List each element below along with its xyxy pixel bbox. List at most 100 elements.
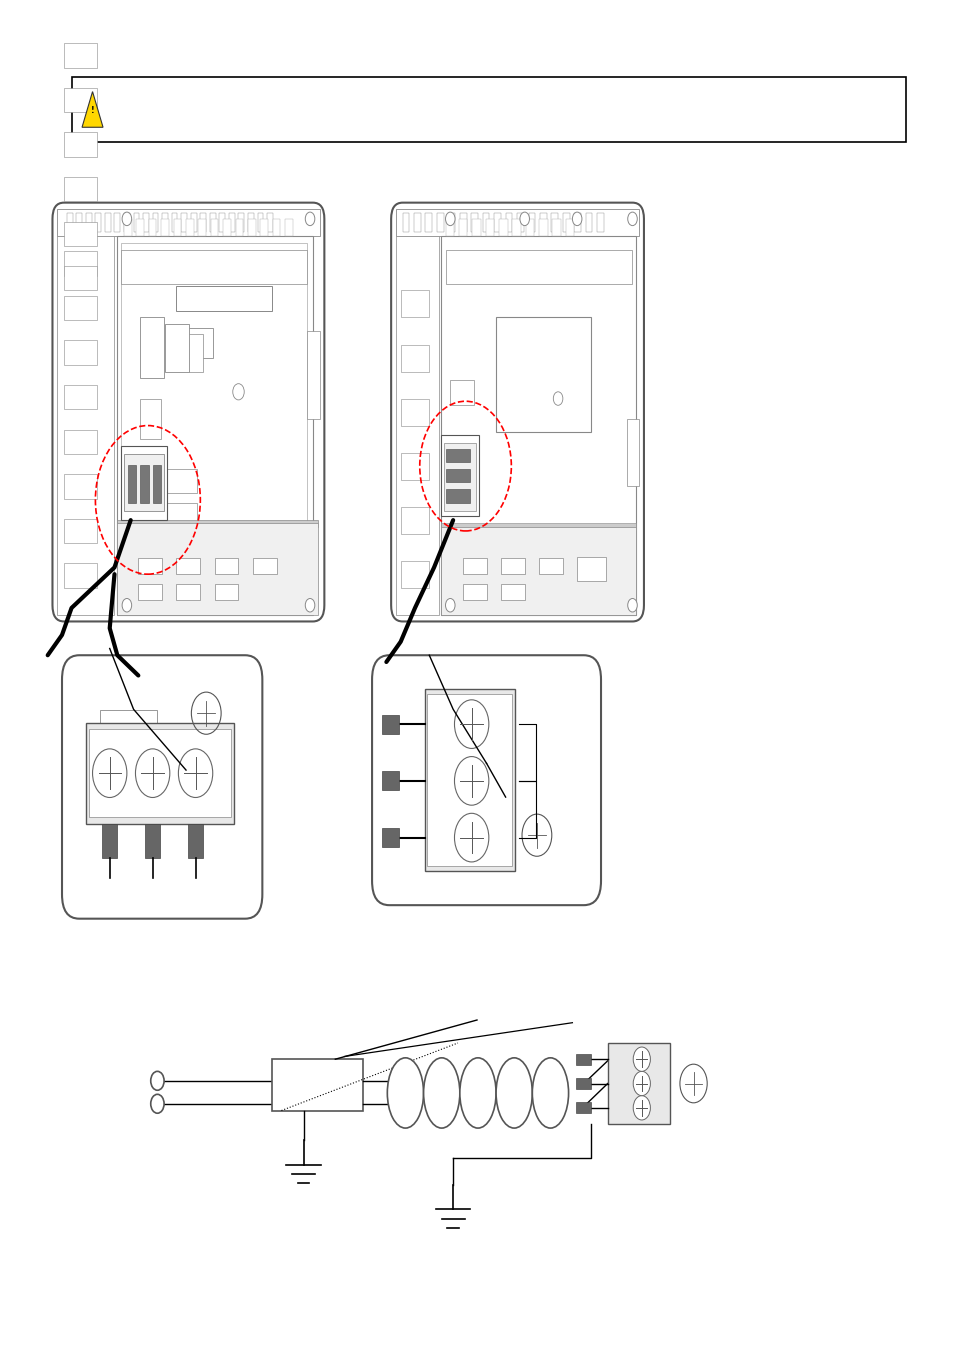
Bar xyxy=(446,469,470,482)
Ellipse shape xyxy=(387,1058,423,1128)
Bar xyxy=(64,266,97,290)
Bar xyxy=(210,213,215,232)
Bar xyxy=(496,370,591,397)
Bar xyxy=(121,243,307,608)
Circle shape xyxy=(445,212,455,226)
Bar xyxy=(427,694,512,866)
Circle shape xyxy=(519,212,529,226)
Circle shape xyxy=(627,598,637,612)
Bar xyxy=(191,213,196,232)
Bar xyxy=(576,1078,590,1089)
Bar xyxy=(57,209,319,236)
Circle shape xyxy=(122,212,132,226)
Circle shape xyxy=(305,598,314,612)
Circle shape xyxy=(122,598,132,612)
Bar xyxy=(440,435,478,516)
Bar xyxy=(494,213,500,232)
Bar xyxy=(512,219,520,236)
Bar xyxy=(102,824,117,858)
Bar xyxy=(538,558,562,574)
Bar xyxy=(400,561,429,588)
Bar xyxy=(124,219,132,236)
Bar xyxy=(500,584,524,600)
Bar xyxy=(400,290,429,317)
Bar xyxy=(446,489,470,503)
Bar xyxy=(500,558,524,574)
Bar xyxy=(400,453,429,480)
Bar xyxy=(140,469,197,493)
Bar xyxy=(539,213,546,232)
Bar xyxy=(471,213,477,232)
Bar xyxy=(485,219,494,236)
Bar xyxy=(400,399,429,426)
Bar xyxy=(181,213,187,232)
Bar xyxy=(626,419,639,486)
Bar xyxy=(100,711,157,730)
Bar xyxy=(140,317,164,378)
Bar xyxy=(440,236,636,615)
Bar xyxy=(565,219,574,236)
Bar xyxy=(86,213,91,232)
Bar xyxy=(273,219,280,236)
Bar xyxy=(165,324,189,372)
Bar xyxy=(136,219,144,236)
Bar xyxy=(64,519,97,543)
Bar xyxy=(176,286,272,311)
Bar xyxy=(172,213,177,232)
Circle shape xyxy=(633,1071,650,1096)
Bar xyxy=(219,213,225,232)
FancyBboxPatch shape xyxy=(372,655,600,905)
Bar xyxy=(257,213,263,232)
Bar xyxy=(176,558,200,574)
Circle shape xyxy=(445,598,455,612)
Bar xyxy=(71,77,905,142)
Bar xyxy=(381,771,398,790)
Bar xyxy=(161,219,169,236)
Bar xyxy=(64,385,97,409)
Bar xyxy=(200,213,206,232)
FancyBboxPatch shape xyxy=(391,203,643,621)
Bar xyxy=(585,213,592,232)
Bar xyxy=(443,443,476,511)
Bar xyxy=(140,399,161,439)
Ellipse shape xyxy=(532,1058,568,1128)
Bar xyxy=(496,317,591,432)
Bar xyxy=(124,213,130,232)
Bar xyxy=(445,219,454,236)
Bar xyxy=(176,584,200,600)
Bar xyxy=(211,219,218,236)
Bar xyxy=(149,219,156,236)
Bar xyxy=(381,715,398,734)
Bar xyxy=(57,236,114,615)
Bar xyxy=(267,213,273,232)
Bar xyxy=(89,730,231,817)
Bar xyxy=(143,213,149,232)
Bar xyxy=(400,345,429,372)
Bar xyxy=(121,250,307,284)
FancyBboxPatch shape xyxy=(52,203,324,621)
Bar xyxy=(133,213,139,232)
Bar xyxy=(64,474,97,499)
Bar xyxy=(214,584,238,600)
Bar xyxy=(607,1043,669,1124)
Bar xyxy=(248,213,253,232)
Circle shape xyxy=(305,212,314,226)
Bar xyxy=(128,465,136,503)
Bar xyxy=(552,219,560,236)
Bar xyxy=(577,557,605,581)
Bar xyxy=(105,213,111,232)
Bar xyxy=(440,527,636,615)
Polygon shape xyxy=(82,92,103,127)
Bar xyxy=(64,88,97,112)
Bar xyxy=(198,219,206,236)
Bar xyxy=(214,558,238,574)
Bar xyxy=(458,219,467,236)
Bar xyxy=(414,213,420,232)
Bar xyxy=(67,213,72,232)
Bar xyxy=(597,213,603,232)
Ellipse shape xyxy=(459,1058,496,1128)
Bar xyxy=(402,213,409,232)
Bar xyxy=(498,219,507,236)
Circle shape xyxy=(151,1094,164,1113)
Bar xyxy=(445,250,631,284)
